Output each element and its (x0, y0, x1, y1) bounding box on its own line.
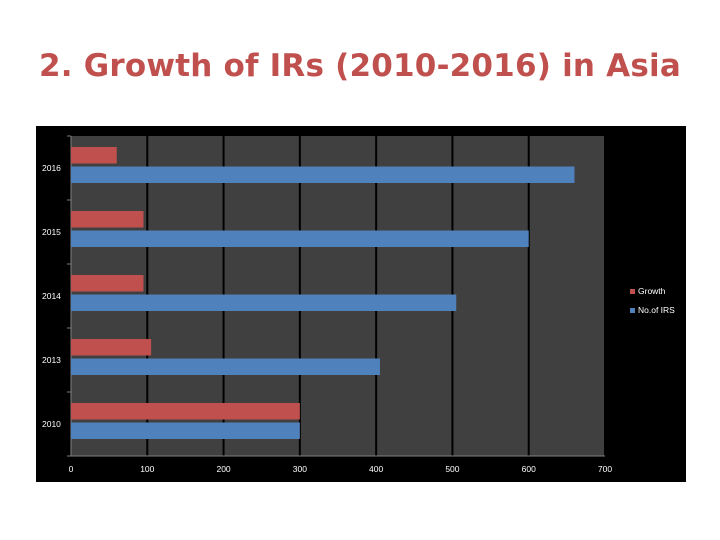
x-tick-label: 100 (140, 464, 154, 474)
x-tick-label: 400 (369, 464, 383, 474)
bar-growth-2015 (71, 211, 144, 228)
bar-no-of-irs-2010 (71, 422, 300, 439)
bar-chart: 2016 2015 2014 2013 2010 0 100 200 300 400 500 600 7… (42, 135, 675, 474)
x-tick-label: 0 (69, 464, 74, 474)
bar-no-of-irs-2016 (71, 166, 575, 183)
y-tick-label: 2016 (42, 163, 61, 173)
chart-frame: 2016 2015 2014 2013 2010 0 100 200 300 400 500 600 7… (36, 126, 686, 482)
y-tick-label: 2013 (42, 355, 61, 365)
bar-no-of-irs-2013 (71, 358, 380, 375)
bar-no-of-irs-2014 (71, 294, 457, 311)
bar-growth-2016 (71, 147, 117, 164)
x-tick-label: 300 (293, 464, 307, 474)
legend-swatch-0 (630, 289, 635, 294)
legend-label-0: Growth (638, 286, 666, 296)
legend-swatch-1 (630, 308, 635, 313)
y-tick-label: 2014 (42, 291, 61, 301)
slide-title: 2. Growth of IRs (2010-2016) in Asia (39, 48, 681, 84)
x-tick-label: 700 (598, 464, 612, 474)
x-tick-label: 200 (216, 464, 230, 474)
y-tick-label: 2015 (42, 227, 61, 237)
bar-no-of-irs-2015 (71, 230, 529, 247)
x-tick-label: 500 (445, 464, 459, 474)
bar-growth-2010 (71, 403, 300, 420)
bar-growth-2014 (71, 275, 144, 292)
x-tick-label: 600 (522, 464, 536, 474)
bar-growth-2013 (71, 339, 152, 356)
y-tick-label: 2010 (42, 419, 61, 429)
legend-label-1: No.of IRS (638, 305, 675, 315)
